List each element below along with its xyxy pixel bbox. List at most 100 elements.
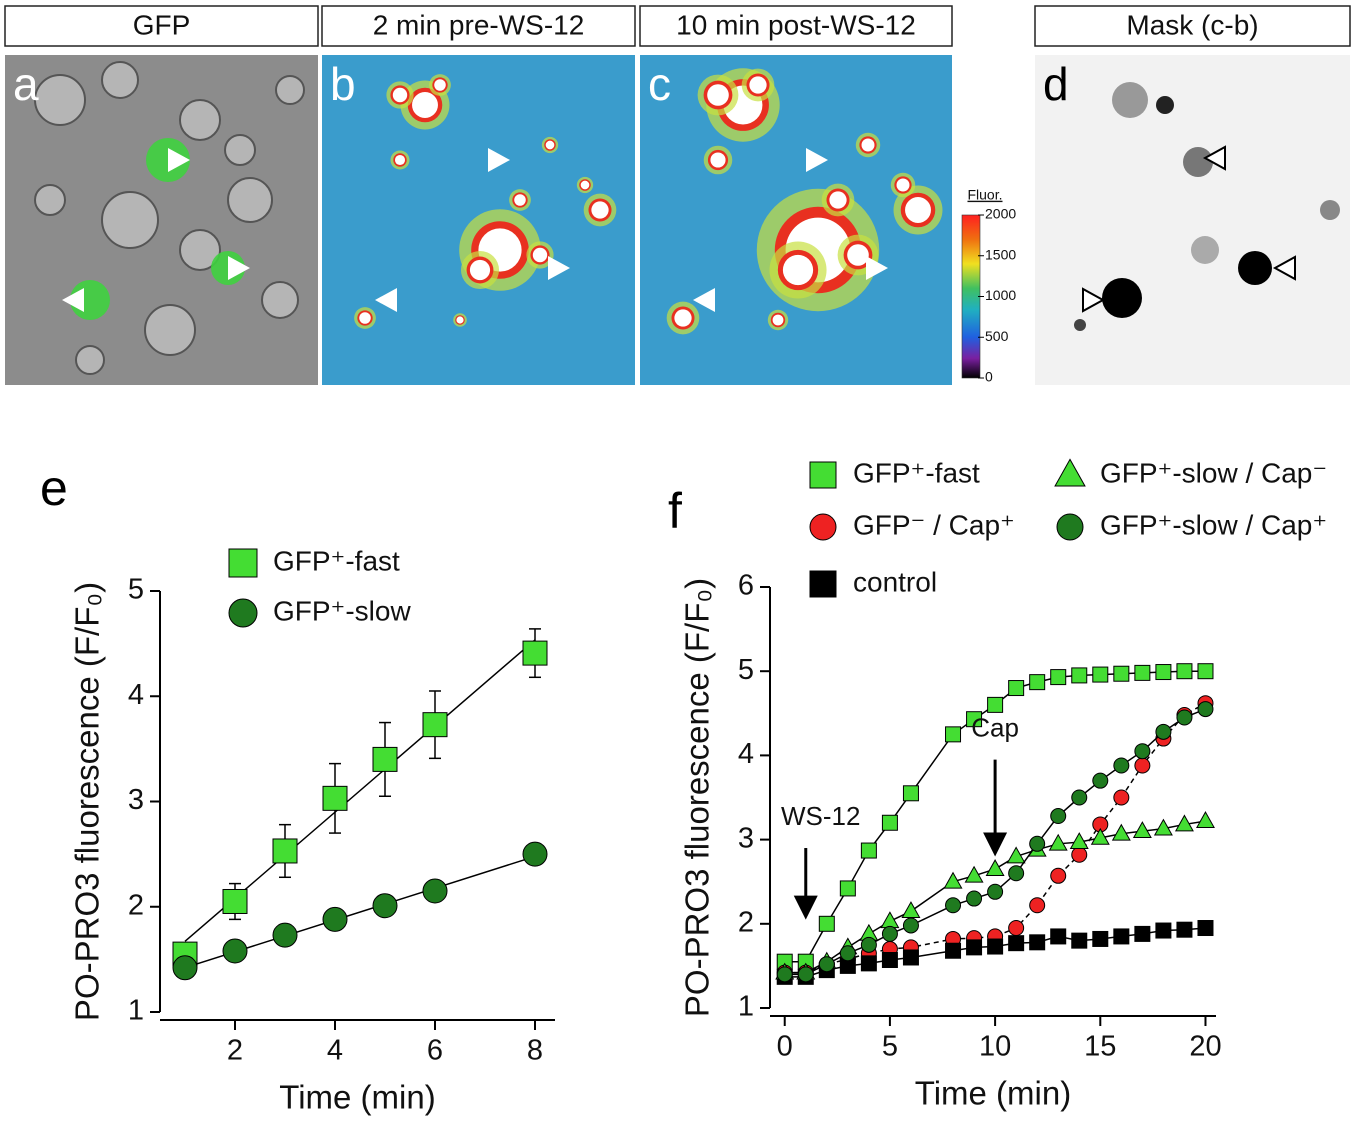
sat — [674, 309, 692, 327]
x-tick-label: 15 — [1084, 1031, 1116, 1063]
x-axis-title: Time (min) — [279, 1079, 435, 1116]
marker — [945, 942, 962, 959]
marker — [1008, 920, 1025, 937]
y-tick-label: 4 — [128, 679, 144, 711]
marker — [902, 917, 919, 934]
marker — [797, 966, 814, 983]
sat — [469, 259, 491, 281]
y-tick-label: 5 — [738, 654, 754, 686]
annotation: Cap — [971, 712, 1019, 742]
sat — [749, 76, 767, 94]
marker — [1071, 932, 1088, 949]
legend-marker — [809, 513, 837, 541]
marker — [1197, 920, 1214, 937]
sat — [545, 140, 555, 150]
mask-spot — [1102, 278, 1142, 318]
marker — [1090, 827, 1110, 845]
y-tick-label: 5 — [128, 574, 144, 606]
panel-letter: a — [13, 58, 39, 110]
cell — [34, 74, 86, 126]
marker — [522, 841, 548, 867]
arrowhead — [168, 148, 190, 172]
legend-marker — [809, 570, 837, 598]
sat — [412, 92, 438, 118]
marker — [1134, 743, 1151, 760]
marker — [966, 711, 983, 728]
sat — [905, 197, 931, 223]
mask-spot — [1074, 319, 1086, 331]
sat — [394, 154, 406, 166]
cell — [34, 184, 66, 216]
cell — [179, 229, 221, 271]
marker — [985, 859, 1005, 876]
y-tick-label: 3 — [738, 822, 754, 854]
y-tick-label: 1 — [738, 991, 754, 1023]
marker — [1111, 823, 1131, 841]
y-axis-title: PO-PRO3 fluorescence (F/F₀) — [679, 578, 716, 1017]
marker — [860, 842, 877, 859]
arrowhead — [548, 256, 570, 280]
panel-letter: c — [648, 58, 671, 110]
legend-marker — [1056, 513, 1084, 541]
legend-marker — [228, 548, 258, 578]
panel-letter: d — [1043, 58, 1069, 110]
marker — [1071, 846, 1088, 863]
arrowhead — [488, 148, 510, 172]
sat — [392, 87, 408, 103]
arrowhead — [1082, 287, 1106, 313]
marker — [860, 955, 877, 972]
marker — [172, 955, 198, 981]
marker — [322, 906, 348, 932]
legend-label: GFP⁺-slow — [273, 595, 411, 626]
arrowhead — [806, 148, 828, 172]
marker — [1029, 897, 1046, 914]
marker — [1134, 925, 1151, 942]
y-tick-label: 4 — [738, 738, 754, 770]
arrowhead — [1272, 255, 1296, 281]
marker — [1050, 808, 1067, 825]
x-tick-label: 5 — [882, 1031, 898, 1063]
legend-label: GFP⁺-fast — [853, 457, 980, 488]
marker — [966, 939, 983, 956]
marker — [1069, 832, 1089, 850]
legend-label: control — [853, 566, 937, 597]
marker — [522, 640, 548, 666]
panel-letter: f — [668, 483, 682, 539]
panel-header: Mask (c-b) — [1126, 9, 1258, 40]
mask-spot — [1238, 251, 1272, 285]
marker — [1197, 701, 1214, 718]
marker — [1050, 867, 1067, 884]
x-tick-label: 4 — [327, 1035, 343, 1067]
legend-label: GFP⁺-slow / Cap⁻ — [1100, 457, 1327, 488]
y-tick-label: 6 — [738, 570, 754, 602]
x-tick-label: 6 — [427, 1035, 443, 1067]
marker — [1176, 921, 1193, 938]
marker — [987, 883, 1004, 900]
marker — [1155, 664, 1172, 681]
panel-letter: b — [330, 58, 356, 110]
x-tick-label: 0 — [777, 1031, 793, 1063]
marker — [901, 901, 921, 919]
marker — [964, 865, 984, 883]
colorbar-tick-label: 1500 — [985, 246, 1016, 262]
colorbar — [961, 214, 981, 379]
cell — [144, 304, 196, 356]
marker — [945, 897, 962, 914]
marker — [776, 966, 793, 983]
marker — [1008, 935, 1025, 952]
marker — [1029, 674, 1046, 691]
y-tick-label: 3 — [128, 784, 144, 816]
marker — [1113, 665, 1130, 682]
annotation-arrowhead — [983, 832, 1008, 857]
marker — [422, 878, 448, 904]
marker — [422, 712, 448, 738]
sat — [847, 244, 869, 266]
marker — [322, 785, 348, 811]
sat — [707, 84, 729, 106]
legend-marker — [809, 461, 837, 489]
marker — [1196, 811, 1215, 828]
sat — [434, 79, 446, 91]
arrowhead — [228, 256, 250, 280]
arrowhead — [62, 288, 84, 312]
panel-header: 2 min pre-WS-12 — [373, 9, 585, 40]
